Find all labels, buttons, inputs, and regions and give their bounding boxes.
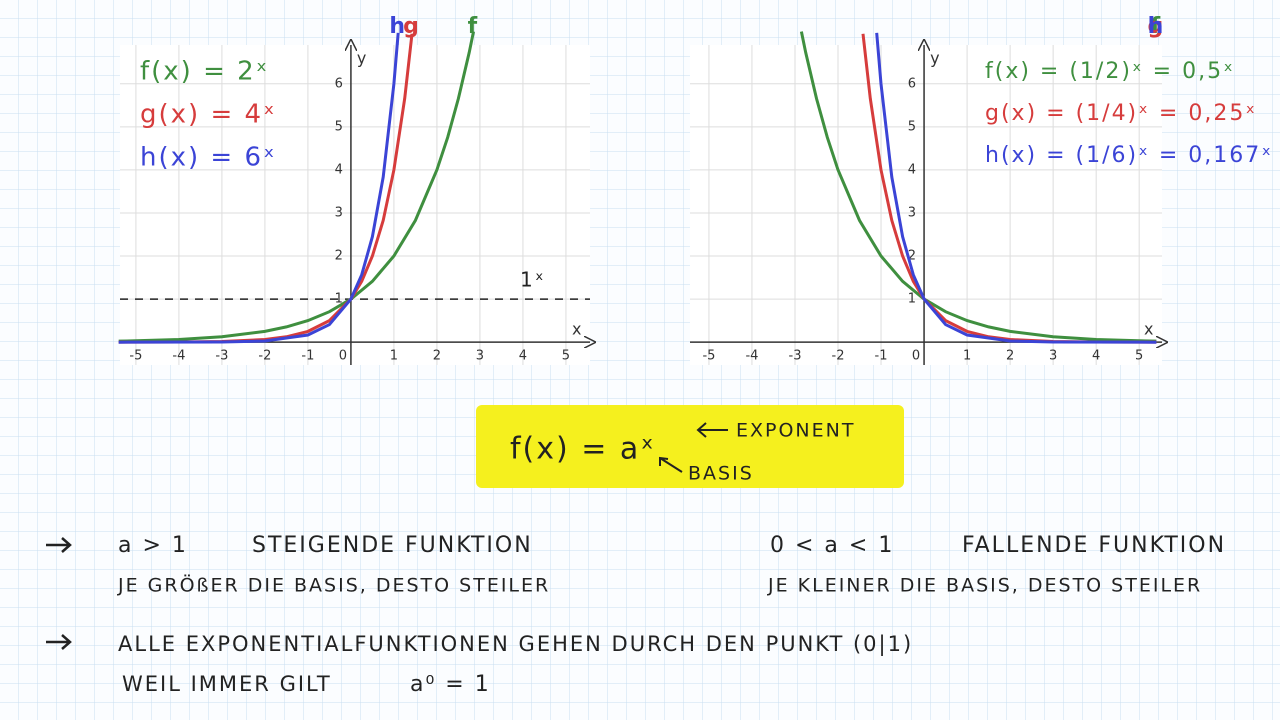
y-tick-label: 4	[335, 162, 343, 177]
x-tick-label: -3	[215, 349, 228, 364]
x-tick-label: 4	[519, 349, 527, 364]
y-tick-label: 2	[335, 249, 343, 264]
x-tick-label: -4	[745, 349, 758, 364]
x-tick-label: 3	[1049, 349, 1057, 364]
x-axis-label: x	[1144, 320, 1153, 339]
note: FALLENDE FUNKTION	[962, 533, 1226, 558]
curve	[875, 32, 1157, 344]
x-tick-label: 5	[562, 349, 570, 364]
curve-label: h	[1148, 14, 1166, 39]
formula: f(x) = aˣ	[510, 432, 656, 467]
curve	[118, 32, 400, 344]
x-tick-label: 4	[1092, 349, 1100, 364]
note: JE KLEINER DIE BASIS, DESTO STEILER	[767, 575, 1202, 597]
formula-box	[476, 405, 904, 488]
reference-label: 1ˣ	[520, 268, 546, 292]
curve-label: g	[403, 14, 421, 39]
equation: g(x) = (1/4)ˣ = 0,25ˣ	[985, 101, 1257, 126]
equation: h(x) = 6ˣ	[140, 143, 277, 173]
arrow	[46, 537, 72, 553]
x-tick-label: -2	[258, 349, 271, 364]
y-axis-label: y	[357, 49, 366, 68]
arrow	[696, 422, 728, 438]
curve-label: h	[389, 14, 407, 39]
x-tick-label: -5	[702, 349, 715, 364]
x-axis-label: x	[572, 320, 581, 339]
x-tick-label: -2	[832, 349, 845, 364]
note: WEIL IMMER GILT	[122, 672, 332, 696]
x-tick-label: 5	[1135, 349, 1143, 364]
y-tick-label: 1	[335, 292, 343, 307]
x-tick-label: 0	[912, 349, 920, 364]
curve-label: f	[468, 14, 480, 39]
x-tick-label: -1	[301, 349, 314, 364]
equation: f(x) = (1/2)ˣ = 0,5ˣ	[985, 59, 1235, 84]
equation: h(x) = (1/6)ˣ = 0,167ˣ	[985, 143, 1273, 168]
y-tick-label: 6	[335, 76, 343, 91]
x-tick-label: -3	[789, 349, 802, 364]
curve-label: g	[1148, 14, 1166, 39]
y-tick-label: 5	[335, 119, 343, 134]
x-tick-label: 1	[390, 349, 398, 364]
y-tick-label: 1	[908, 292, 916, 307]
note: ALLE EXPONENTIALFUNKTIONEN GEHEN DURCH D…	[118, 632, 913, 657]
x-tick-label: 2	[1006, 349, 1014, 364]
arrow	[46, 634, 72, 650]
note: 0 < a < 1	[770, 533, 894, 558]
y-tick-label: 2	[908, 249, 916, 264]
note: JE GRÖßER DIE BASIS, DESTO STEILER	[117, 574, 550, 597]
x-tick-label: -5	[129, 349, 142, 364]
note: a > 1	[118, 533, 188, 558]
arrow	[659, 456, 683, 473]
note: a⁰ = 1	[410, 672, 491, 697]
exponent-label: EXPONENT	[736, 420, 855, 442]
curve-label: f	[1151, 14, 1163, 39]
plot-area	[690, 45, 1162, 365]
basis-label: BASIS	[688, 463, 754, 485]
x-tick-label: 1	[963, 349, 971, 364]
y-tick-label: 4	[908, 162, 916, 177]
x-tick-label: 3	[476, 349, 484, 364]
x-tick-label: 2	[433, 349, 441, 364]
x-tick-label: 0	[339, 349, 347, 364]
plot-area	[120, 45, 590, 365]
x-tick-label: -1	[875, 349, 888, 364]
y-tick-label: 5	[908, 119, 916, 134]
y-tick-label: 3	[335, 205, 343, 220]
x-tick-label: -4	[172, 349, 185, 364]
equation: f(x) = 2ˣ	[140, 57, 269, 87]
y-tick-label: 6	[908, 76, 916, 91]
y-tick-label: 3	[908, 205, 916, 220]
y-axis-label: y	[930, 49, 939, 68]
note: STEIGENDE FUNKTION	[252, 533, 533, 558]
equation: g(x) = 4ˣ	[140, 100, 277, 130]
